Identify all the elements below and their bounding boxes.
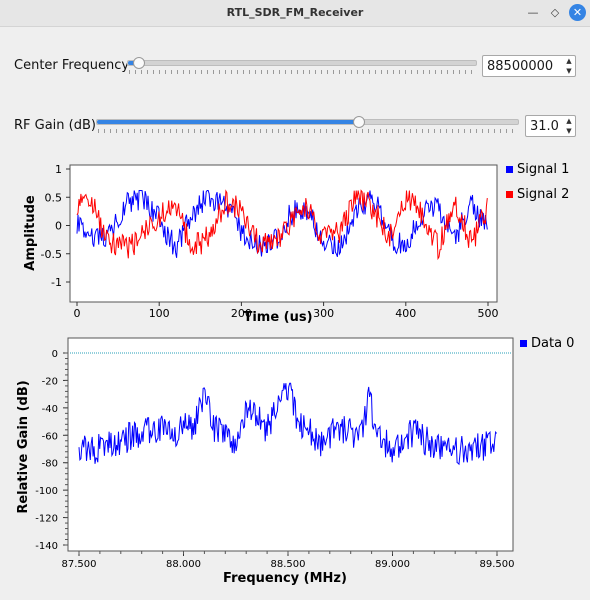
time-xtick-label: 500 bbox=[478, 307, 499, 320]
legend-item-data-0[interactable]: Data 0 bbox=[531, 336, 574, 351]
rf-gain-label: RF Gain (dB) bbox=[14, 118, 96, 133]
legend-swatch bbox=[506, 166, 513, 173]
freq-ytick-label: -20 bbox=[42, 376, 58, 387]
freq-xtick-label: 88.000 bbox=[166, 559, 201, 570]
title-bar: RTL_SDR_FM_Receiver — ◇ ✕ bbox=[0, 0, 590, 27]
center-frequency-spinbox[interactable]: 88500000 ▲ ▼ bbox=[482, 55, 576, 77]
time-xtick-label: 300 bbox=[313, 307, 334, 320]
freq-xtick-label: 89.500 bbox=[480, 559, 515, 570]
minimize-icon[interactable]: — bbox=[527, 6, 539, 19]
freq-xtick-label: 89.000 bbox=[375, 559, 410, 570]
freq-ytick-label: 0 bbox=[52, 349, 58, 360]
center-frequency-slider[interactable] bbox=[127, 57, 477, 69]
freq-plot-xlabel: Frequency (MHz) bbox=[223, 571, 347, 586]
time-plot-ylabel: Amplitude bbox=[23, 195, 38, 271]
spin-arrows-icon[interactable]: ▲ ▼ bbox=[566, 117, 572, 135]
freq-ytick-label: -100 bbox=[35, 486, 58, 497]
series-line-signal-2 bbox=[76, 189, 488, 261]
time-xtick-label: 200 bbox=[231, 307, 252, 320]
rf-gain-value[interactable]: 31.0 bbox=[530, 119, 559, 134]
time-xtick-label: 0 bbox=[74, 307, 81, 320]
freq-xtick-label: 87.500 bbox=[62, 559, 97, 570]
rf-gain-spinbox[interactable]: 31.0 ▲ ▼ bbox=[525, 115, 576, 137]
legend-item-signal-1[interactable]: Signal 1 bbox=[517, 162, 569, 177]
freq-xtick-label: 88.500 bbox=[271, 559, 306, 570]
window-title: RTL_SDR_FM_Receiver bbox=[226, 6, 364, 19]
freq-ytick-label: -40 bbox=[42, 404, 58, 415]
series-line-signal-1 bbox=[76, 190, 488, 258]
time-domain-plot[interactable]: 1 0.5 0 -0.5 -1 0 100 200 300 400 500 Time (us) A… bbox=[0, 155, 590, 330]
series-line-data-0 bbox=[78, 382, 497, 466]
time-plot-area bbox=[69, 164, 498, 303]
frequency-domain-plot[interactable]: 0 -20 -40 -60 -80 -100 -120 -140 87.500 88.000 88… bbox=[0, 332, 590, 600]
legend-swatch bbox=[520, 340, 527, 347]
center-frequency-label: Center Frequency bbox=[14, 58, 130, 73]
center-frequency-slider-handle[interactable] bbox=[133, 57, 145, 69]
freq-ytick-label: -140 bbox=[35, 541, 58, 552]
time-xtick-label: 400 bbox=[395, 307, 416, 320]
close-icon[interactable]: ✕ bbox=[569, 4, 586, 21]
center-frequency-value[interactable]: 88500000 bbox=[487, 59, 554, 74]
time-ytick-label: 0 bbox=[55, 220, 62, 233]
time-ytick-label: -0.5 bbox=[41, 248, 62, 261]
maximize-icon[interactable]: ◇ bbox=[550, 6, 560, 19]
center-frequency-slider-ticks bbox=[129, 70, 475, 74]
time-xtick-label: 100 bbox=[149, 307, 170, 320]
rf-gain-slider-ticks bbox=[98, 129, 518, 133]
freq-ytick-label: -120 bbox=[35, 514, 58, 525]
rf-gain-slider-fill bbox=[97, 120, 358, 124]
freq-plot-ylabel: Relative Gain (dB) bbox=[16, 380, 31, 513]
rf-gain-slider[interactable] bbox=[96, 116, 519, 128]
legend-swatch bbox=[506, 191, 513, 198]
rf-gain-slider-handle[interactable] bbox=[353, 116, 365, 128]
freq-ytick-label: -80 bbox=[42, 459, 58, 470]
time-ytick-label: -1 bbox=[51, 276, 62, 289]
time-ytick-label: 0.5 bbox=[45, 191, 63, 204]
spin-arrows-icon[interactable]: ▲ ▼ bbox=[566, 57, 572, 75]
freq-ytick-label: -60 bbox=[42, 431, 58, 442]
time-ytick-label: 1 bbox=[55, 163, 62, 176]
time-plot-xlabel: Time (us) bbox=[243, 310, 312, 325]
legend-item-signal-2[interactable]: Signal 2 bbox=[517, 187, 569, 202]
